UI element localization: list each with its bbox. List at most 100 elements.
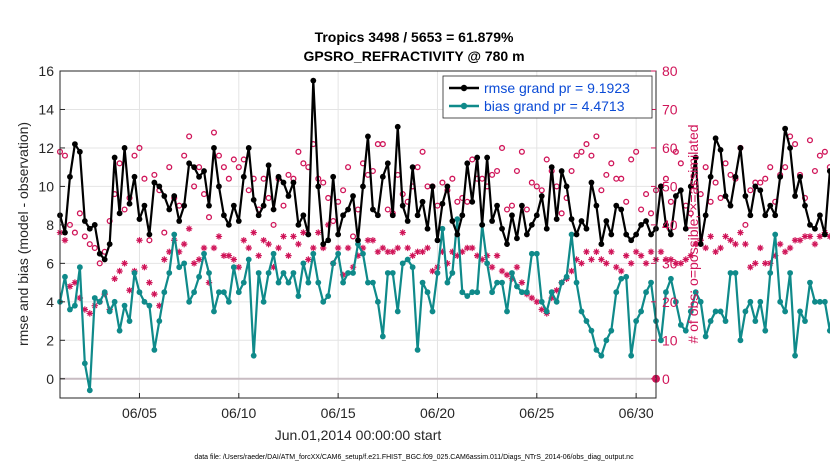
possible-obs-marker: [340, 187, 347, 194]
bias-point: [265, 270, 272, 276]
assimilated-obs-marker: [647, 248, 655, 256]
rmse-point: [146, 231, 153, 238]
rmse-point: [186, 160, 193, 167]
bias-point: [250, 352, 257, 359]
possible-obs-marker: [270, 221, 277, 228]
assimilated-obs-marker: [613, 264, 620, 271]
assimilated-obs-marker: [389, 248, 396, 256]
y-right-tick-label: 70: [662, 101, 678, 117]
rmse-point: [712, 135, 719, 142]
bias-point: [67, 306, 73, 313]
assimilated-obs-marker: [776, 240, 784, 248]
assimilated-obs-marker: [598, 256, 605, 263]
rmse-point: [598, 241, 605, 248]
x-tick-label: 06/25: [519, 405, 554, 421]
rmse-point: [538, 193, 545, 199]
y-right-tick-label: 0: [662, 371, 670, 387]
rmse-point: [787, 145, 793, 151]
possible-obs-marker: [345, 164, 352, 171]
possible-obs-marker: [588, 152, 595, 159]
bias-point: [146, 302, 153, 309]
assimilated-obs-marker: [354, 252, 362, 259]
assimilated-obs-marker: [146, 279, 153, 286]
assimilated-obs-marker: [280, 233, 287, 240]
rmse-point: [692, 154, 699, 161]
assimilated-obs-marker: [618, 267, 625, 275]
assimilated-obs-marker: [240, 237, 247, 244]
bias-point: [394, 308, 401, 315]
rmse-point: [255, 212, 262, 219]
bias-point: [489, 289, 495, 296]
rmse-point: [722, 193, 729, 199]
possible-obs-marker: [792, 141, 799, 148]
assimilated-obs-marker: [781, 248, 789, 256]
rmse-point: [588, 179, 595, 186]
bias-point: [697, 298, 704, 305]
bias-point: [618, 275, 625, 282]
assimilated-obs-marker: [315, 229, 322, 236]
assimilated-obs-marker: [727, 237, 734, 244]
assimilated-obs-marker: [657, 248, 665, 256]
bias-series: [57, 216, 830, 394]
rmse-point: [702, 212, 709, 219]
possible-obs-marker: [379, 141, 386, 148]
rmse-point: [767, 202, 774, 209]
possible-obs-marker: [608, 160, 615, 167]
bias-point: [608, 327, 615, 334]
possible-obs-marker: [747, 187, 754, 194]
bias-point: [633, 318, 640, 324]
possible-obs-marker: [643, 191, 650, 198]
bias-point: [111, 298, 118, 305]
assimilated-obs-marker: [166, 248, 173, 256]
y-right-tick-label: 40: [662, 217, 678, 233]
possible-obs-marker: [816, 152, 823, 159]
rmse-point: [171, 193, 178, 199]
rmse-point: [350, 193, 356, 199]
possible-obs-marker: [508, 202, 516, 209]
possible-obs-marker: [66, 221, 73, 228]
possible-obs-marker: [647, 210, 655, 217]
bias-point: [186, 298, 193, 305]
bias-point: [62, 273, 68, 280]
bias-point: [305, 279, 312, 286]
rmse-point: [672, 193, 679, 199]
bias-point: [240, 279, 247, 286]
assimilated-obs-marker: [399, 229, 406, 236]
assimilated-obs-marker: [126, 287, 133, 294]
rmse-point: [817, 212, 823, 219]
assimilated-obs-marker: [141, 264, 148, 271]
assimilated-obs-marker: [811, 240, 819, 248]
bias-point: [350, 270, 356, 276]
assimilated-obs-marker: [156, 302, 163, 309]
bias-point: [300, 260, 307, 267]
possible-obs-marker: [782, 164, 789, 171]
bias-point: [717, 308, 724, 315]
rmse-point: [474, 154, 481, 161]
assimilated-obs-marker: [762, 260, 769, 267]
rmse-point: [305, 231, 312, 238]
rmse-point: [260, 202, 267, 209]
assimilated-obs-marker: [786, 244, 794, 252]
bias-point: [603, 337, 610, 344]
assimilated-obs-marker: [548, 294, 555, 302]
rmse-point: [230, 202, 237, 209]
assimilated-obs-marker: [632, 248, 640, 256]
bias-point: [593, 347, 600, 353]
bias-point: [707, 318, 714, 324]
bias-point: [196, 273, 202, 280]
bias-point: [384, 270, 391, 276]
rmse-point: [742, 193, 749, 199]
bias-point: [335, 250, 342, 257]
bias-point: [568, 231, 575, 238]
rmse-point: [687, 183, 694, 190]
rmse-point: [543, 225, 550, 232]
possible-obs-marker: [821, 148, 828, 155]
bias-point: [757, 298, 764, 305]
possible-obs-marker: [285, 171, 292, 178]
rmse-point: [62, 229, 68, 236]
bias-point: [86, 387, 93, 394]
rmse-point: [489, 218, 495, 224]
possible-obs-marker: [702, 164, 709, 171]
bias-point: [166, 270, 173, 276]
possible-obs-marker: [141, 175, 148, 182]
